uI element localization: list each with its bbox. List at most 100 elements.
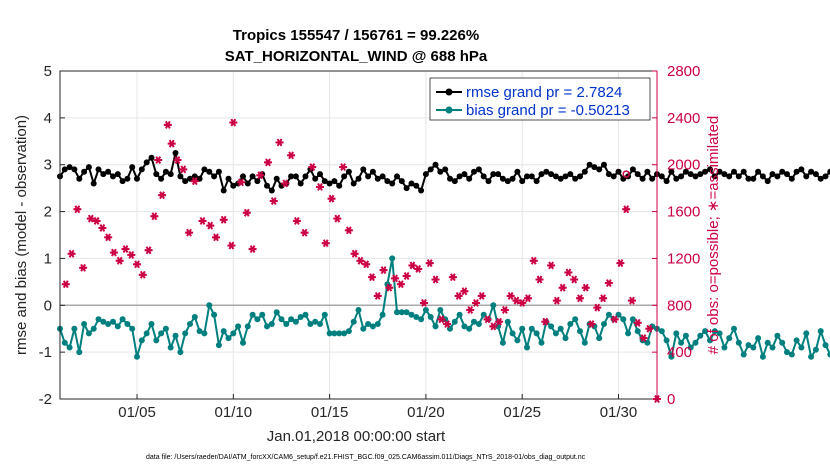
data-point xyxy=(81,321,88,327)
obs-assimilated-marker xyxy=(211,233,220,242)
data-point xyxy=(721,171,728,178)
data-point xyxy=(538,339,545,346)
data-point xyxy=(249,311,256,318)
data-point xyxy=(240,173,246,180)
obs-assimilated-marker xyxy=(627,296,636,305)
chart-subtitle: SAT_HORIZONTAL_WIND @ 688 hPa xyxy=(225,48,488,65)
data-point xyxy=(596,335,603,342)
data-point xyxy=(220,187,227,194)
plot-area xyxy=(57,118,830,403)
data-point xyxy=(639,175,646,182)
obs-assimilated-marker xyxy=(506,291,515,300)
data-point xyxy=(418,316,425,323)
obs-assimilated-marker xyxy=(144,246,153,255)
obs-assimilated-marker xyxy=(362,260,371,269)
data-point xyxy=(374,175,381,182)
obs-assimilated-marker xyxy=(570,275,579,284)
data-point xyxy=(557,175,564,182)
obs-assimilated-marker xyxy=(575,294,584,303)
data-point xyxy=(153,337,160,344)
data-point xyxy=(182,330,189,337)
legend-bias-label: bias grand pr = -0.50213 xyxy=(466,102,630,119)
y-tick-label: -2 xyxy=(39,391,52,408)
data-point xyxy=(85,330,92,337)
data-point xyxy=(317,321,323,327)
data-point xyxy=(779,168,786,175)
data-point xyxy=(432,161,439,168)
data-point xyxy=(331,178,338,185)
data-point xyxy=(182,178,189,185)
data-point xyxy=(596,166,603,173)
obs-possible-marker xyxy=(622,170,630,178)
data-point xyxy=(148,154,155,161)
data-point xyxy=(408,311,415,318)
data-point xyxy=(605,311,612,318)
data-point xyxy=(81,168,88,175)
data-point xyxy=(206,168,213,175)
data-point xyxy=(764,339,771,346)
data-point xyxy=(264,182,270,189)
data-point xyxy=(567,171,574,178)
data-point xyxy=(336,182,343,189)
data-point xyxy=(678,173,685,180)
data-point xyxy=(750,175,757,182)
data-point xyxy=(220,328,227,335)
obs-assimilated-marker xyxy=(547,261,556,270)
obs-assimilated-marker xyxy=(431,275,440,284)
data-point xyxy=(461,171,468,178)
data-point xyxy=(177,349,184,356)
data-point xyxy=(90,325,97,332)
data-point xyxy=(254,316,261,323)
data-point xyxy=(384,178,391,185)
obs-assimilated-marker xyxy=(593,303,602,312)
obs-assimilated-marker xyxy=(437,315,446,324)
data-point xyxy=(817,328,824,335)
data-point xyxy=(499,175,506,182)
x-tick-label: 01/15 xyxy=(311,404,349,421)
data-point xyxy=(793,337,800,344)
data-point xyxy=(634,328,641,335)
data-point xyxy=(437,307,444,313)
data-point xyxy=(456,311,463,318)
data-point xyxy=(61,339,68,346)
obs-assimilated-marker xyxy=(552,296,561,305)
data-point xyxy=(153,171,160,178)
data-point xyxy=(716,330,723,337)
data-point xyxy=(437,168,444,175)
legend: rmse grand pr = 2.7824 bias grand pr = -… xyxy=(429,77,651,121)
data-point xyxy=(288,173,295,180)
data-point xyxy=(735,339,742,346)
data-point xyxy=(490,302,497,309)
data-point xyxy=(427,314,434,320)
data-point xyxy=(90,180,97,187)
data-point xyxy=(264,323,270,330)
data-point xyxy=(268,187,275,194)
data-point xyxy=(552,330,559,337)
data-point xyxy=(755,168,762,175)
data-point xyxy=(514,168,521,175)
data-point xyxy=(418,187,425,194)
data-point xyxy=(345,328,352,335)
legend-box xyxy=(429,77,651,121)
data-point xyxy=(244,180,251,187)
data-point xyxy=(557,325,564,332)
obs-assimilated-marker xyxy=(454,291,463,300)
data-point xyxy=(769,171,776,178)
data-point xyxy=(682,168,689,175)
data-point xyxy=(365,321,372,327)
obs-assimilated-marker xyxy=(242,208,251,217)
obs-assimilated-marker xyxy=(518,298,527,307)
data-point xyxy=(394,173,400,180)
data-point xyxy=(755,335,762,342)
data-point xyxy=(581,339,588,346)
obs-assimilated-marker xyxy=(391,274,400,283)
data-point xyxy=(321,178,328,185)
data-point xyxy=(442,166,449,173)
data-point xyxy=(307,321,314,327)
data-point xyxy=(658,173,665,180)
obs-assimilated-marker xyxy=(315,183,324,191)
data-point xyxy=(466,325,473,332)
obs-assimilated-marker xyxy=(190,177,199,186)
data-point xyxy=(764,178,771,185)
obs-assimilated-marker xyxy=(227,241,236,250)
